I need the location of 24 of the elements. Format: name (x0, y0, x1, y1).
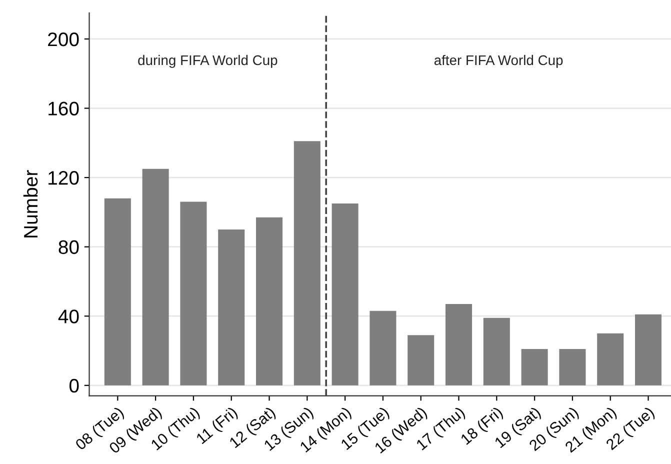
annotation: after FIFA World Cup (434, 54, 563, 68)
y-tick-label: 0 (69, 378, 79, 393)
bar (634, 314, 662, 386)
bar (332, 204, 358, 386)
bar (408, 335, 434, 386)
y-tick-label: 160 (48, 102, 79, 116)
bar (370, 310, 396, 386)
bar (104, 198, 131, 386)
y-tick-label: 200 (48, 32, 79, 46)
annotation: during FIFA World Cup (138, 54, 278, 68)
y-tick-label: 80 (58, 240, 79, 254)
bar (446, 304, 472, 386)
bar (294, 141, 320, 386)
bar (597, 333, 624, 386)
bar (180, 202, 207, 386)
bar (483, 318, 510, 386)
bar (256, 217, 283, 386)
bar (142, 168, 169, 386)
bar (521, 349, 548, 386)
y-axis-title: Number (23, 170, 38, 238)
y-tick-label: 120 (48, 171, 79, 185)
bar (218, 230, 245, 386)
y-tick-label: 40 (58, 310, 79, 324)
bar (559, 349, 586, 386)
